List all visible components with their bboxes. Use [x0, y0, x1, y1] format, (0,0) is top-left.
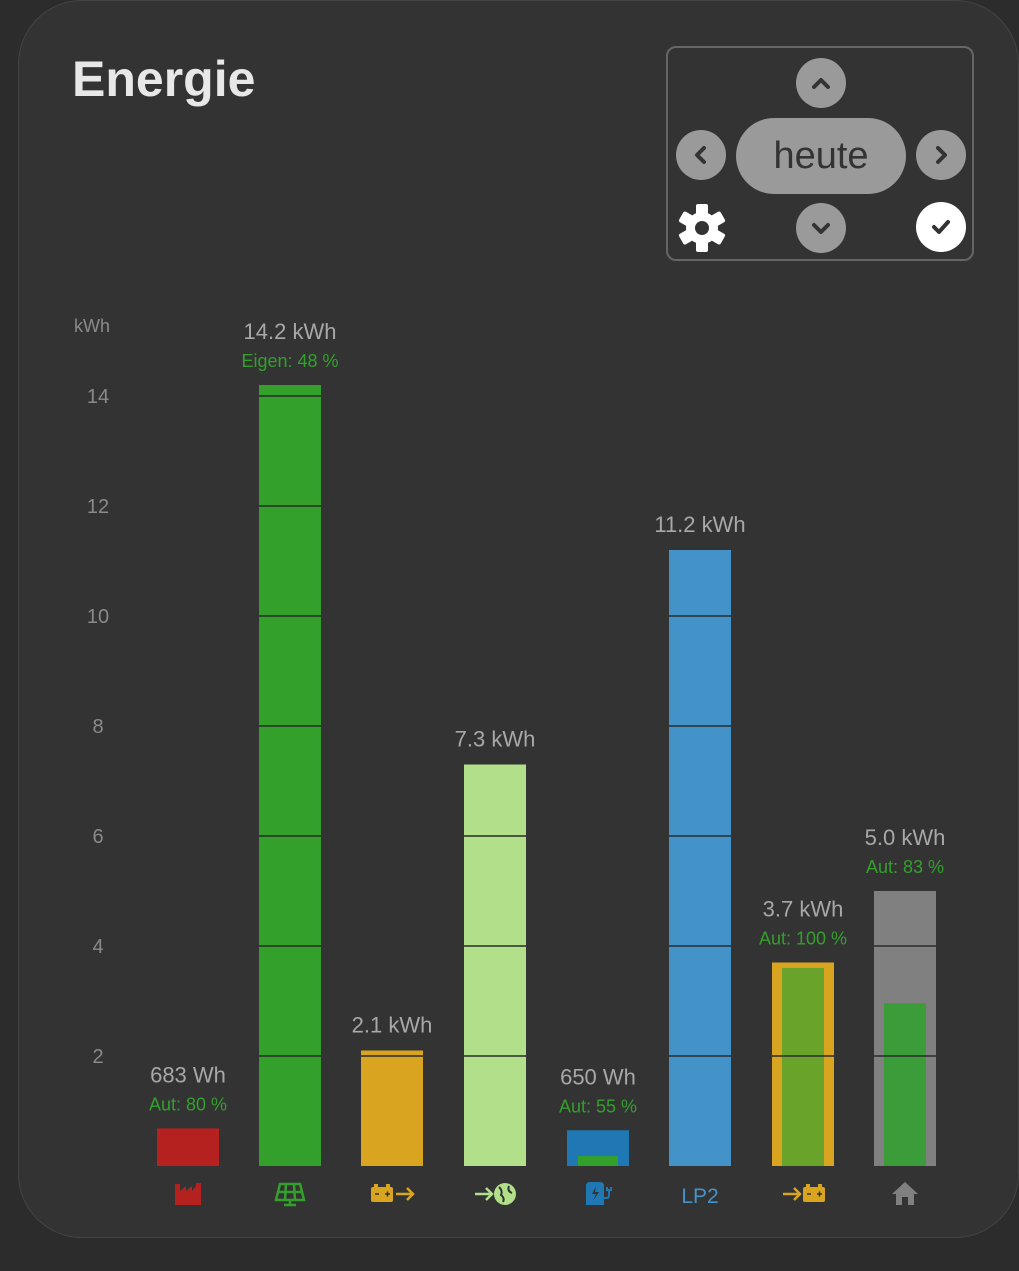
bar-inner-battery-charge	[782, 968, 824, 1166]
chevron-up-icon	[812, 78, 830, 89]
y-tick-label: 4	[92, 936, 103, 958]
y-tick-label: 2	[92, 1046, 103, 1068]
x-label: LP2	[681, 1185, 718, 1208]
period-selector[interactable]: heute	[736, 118, 906, 194]
value-label: 3.7 kWh	[763, 897, 844, 922]
sub-label: Aut: 100 %	[759, 929, 847, 949]
bar-battery-discharge[interactable]	[361, 1050, 423, 1167]
value-label: 11.2 kWh	[654, 512, 745, 537]
period-up-button[interactable]	[796, 58, 846, 108]
period-down-button[interactable]	[796, 203, 846, 253]
sub-label: Aut: 83 %	[866, 857, 944, 877]
bar-factory[interactable]	[157, 1128, 219, 1166]
sub-label: Aut: 80 %	[149, 1094, 227, 1114]
y-tick-label: 14	[87, 386, 109, 408]
value-label: 7.3 kWh	[455, 727, 536, 752]
sub-label: Aut: 55 %	[559, 1096, 637, 1116]
bar-pv[interactable]	[259, 385, 321, 1166]
chevron-down-icon	[812, 223, 830, 234]
period-controls: heute	[666, 46, 974, 261]
sub-label: Eigen: 48 %	[241, 351, 338, 371]
chevron-right-icon	[936, 146, 947, 164]
value-label: 2.1 kWh	[352, 1013, 433, 1038]
bar-grid-feed-in[interactable]	[464, 764, 526, 1167]
y-tick-label: 10	[87, 606, 109, 628]
page-title: Energie	[72, 51, 256, 107]
confirm-button[interactable]	[916, 202, 966, 252]
check-icon	[932, 220, 950, 234]
bar-inner-house	[884, 1003, 926, 1166]
battery-discharge-icon	[371, 1184, 415, 1202]
y-tick-label: 6	[92, 826, 103, 848]
y-tick-label: 8	[92, 716, 103, 738]
value-label: 650 Wh	[560, 1064, 636, 1089]
value-label: 5.0 kWh	[865, 825, 946, 850]
grid-export-icon	[475, 1183, 516, 1205]
y-axis-label: kWh	[74, 316, 110, 336]
solar-panel-icon	[274, 1182, 306, 1207]
factory-icon	[175, 1183, 201, 1205]
home-icon	[892, 1182, 918, 1205]
battery-charge-icon	[783, 1184, 825, 1202]
gear-icon	[678, 204, 726, 252]
value-label: 14.2 kWh	[244, 319, 337, 344]
settings-button[interactable]	[676, 202, 728, 254]
period-next-button[interactable]	[916, 130, 966, 180]
bar-inner-charger	[578, 1156, 618, 1166]
period-prev-button[interactable]	[676, 130, 726, 180]
chevron-left-icon	[695, 146, 706, 164]
value-label: 683 Wh	[150, 1062, 226, 1087]
bar-LP2[interactable]	[669, 550, 731, 1166]
ev-charger-icon	[586, 1182, 612, 1205]
y-tick-label: 12	[87, 496, 109, 518]
